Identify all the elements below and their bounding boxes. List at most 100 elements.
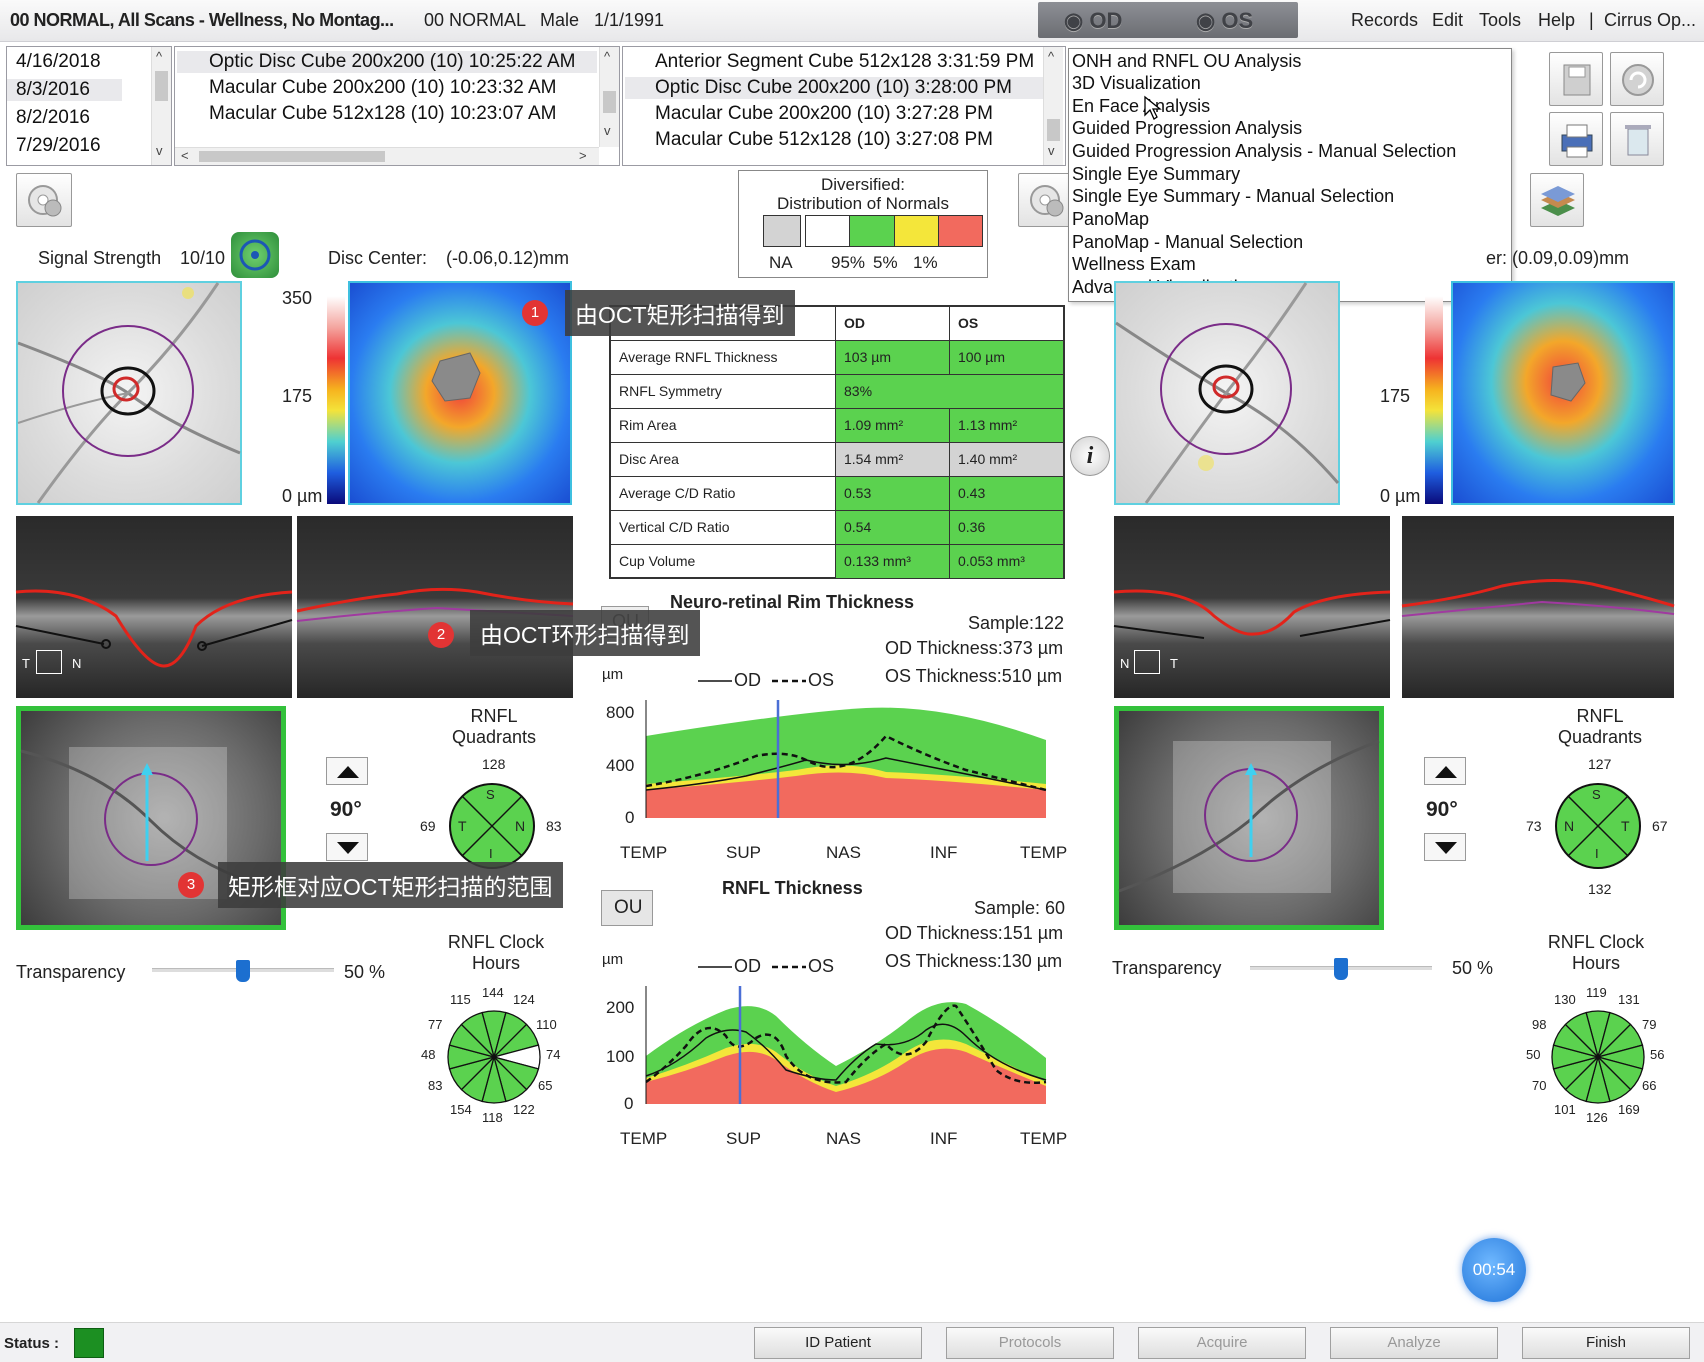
table-row: Cup Volume 0.133 mm³ 0.053 mm³ — [611, 545, 1063, 579]
os-clock-value: 119 — [1586, 985, 1607, 1000]
chevron-right-icon[interactable]: > — [579, 148, 587, 163]
os-cube-bscan: N T — [1113, 516, 1391, 698]
od-button[interactable]: ◉ OD — [1064, 8, 1123, 33]
rnfl-xtick: TEMP — [1020, 1129, 1068, 1148]
table-row: Rim Area 1.09 mm² 1.13 mm² — [611, 409, 1063, 443]
print-button[interactable] — [1549, 112, 1603, 166]
od-rotate-up-button[interactable] — [326, 757, 368, 785]
rnfl-legend-os-line — [772, 965, 806, 969]
od-scan-list[interactable]: Optic Disc Cube 200x200 (10) 10:25:22 AM… — [174, 46, 620, 166]
recording-timer[interactable]: 00:54 — [1462, 1238, 1526, 1302]
info-icon[interactable]: i — [1070, 436, 1110, 476]
scan-item[interactable]: Optic Disc Cube 200x200 (10) 3:28:00 PM — [625, 77, 1043, 99]
scrollbar[interactable]: ^ v — [151, 47, 171, 165]
table-cell-od: 83% — [836, 375, 1063, 408]
os-rotate-up-button[interactable] — [1424, 757, 1466, 785]
legend-swatches — [805, 215, 983, 247]
scan-item[interactable]: Anterior Segment Cube 512x128 3:31:59 PM — [655, 51, 1035, 72]
chevron-up-icon[interactable]: ^ — [604, 49, 611, 64]
refresh-button[interactable] — [1610, 52, 1664, 106]
date-item[interactable]: 8/3/2016 — [7, 79, 122, 101]
dropdown-item[interactable]: Single Eye Summary - Manual Selection — [1072, 186, 1395, 206]
scrollbar[interactable]: < > — [175, 147, 599, 165]
analyze-button[interactable]: Analyze — [1330, 1327, 1498, 1359]
id-patient-button[interactable]: ID Patient — [754, 1327, 922, 1359]
clock-sector — [1564, 1011, 1600, 1060]
os-button[interactable]: ◉ OS — [1196, 8, 1254, 33]
os-clock-value: 101 — [1554, 1102, 1576, 1117]
finish-button[interactable]: Finish — [1522, 1327, 1690, 1359]
dropdown-item[interactable]: Single Eye Summary — [1072, 164, 1241, 184]
dropdown-item[interactable]: Wellness Exam — [1072, 254, 1196, 274]
od-scale-mid: 175 — [282, 386, 313, 406]
od-rotate-down-button[interactable] — [326, 833, 368, 861]
menu-edit[interactable]: Edit — [1432, 10, 1464, 30]
os-transparency-thumb[interactable] — [1334, 958, 1348, 980]
dropdown-item[interactable]: PanoMap - Manual Selection — [1072, 232, 1304, 252]
signal-quality-button[interactable] — [231, 232, 279, 278]
dropdown-item[interactable]: PanoMap — [1072, 209, 1150, 229]
table-row: Vertical C/D Ratio 0.54 0.36 — [611, 511, 1063, 545]
od-quadrant-left: 69 — [420, 818, 436, 834]
chevron-down-icon[interactable]: v — [156, 143, 163, 158]
os-clock-chart — [1551, 1010, 1645, 1104]
os-quadrant-left: 73 — [1526, 818, 1542, 834]
dropdown-item[interactable]: En Face Analysis — [1072, 96, 1211, 116]
chevron-left-icon[interactable]: < — [181, 148, 189, 163]
date-item[interactable]: 4/16/2018 — [16, 51, 101, 72]
layers-button[interactable] — [1530, 173, 1584, 227]
dropdown-item[interactable]: ONH and RNFL OU Analysis — [1072, 51, 1302, 71]
annotation-label: 矩形框对应OCT矩形扫描的范围 — [218, 862, 563, 908]
analysis-dropdown[interactable]: ONH and RNFL OU Analysis 3D Visualizatio… — [1068, 48, 1512, 302]
acquire-button[interactable]: Acquire — [1138, 1327, 1306, 1359]
legend-swatch-na — [763, 215, 801, 247]
chevron-up-icon[interactable]: ^ — [1048, 49, 1055, 64]
chevron-up-icon[interactable]: ^ — [156, 49, 163, 64]
date-item[interactable]: 7/29/2016 — [16, 135, 101, 156]
scrollbar[interactable]: ^ v — [599, 47, 619, 147]
od-transparency-thumb[interactable] — [236, 960, 250, 982]
os-quadrant-n: N — [1564, 818, 1575, 834]
mouse-cursor-icon — [1144, 95, 1162, 120]
annotation-marker: 1 — [522, 300, 548, 326]
exam-date-list[interactable]: 4/16/2018 8/3/2016 8/2/2016 7/29/2016 ^ … — [6, 46, 172, 166]
clock-sector — [460, 1011, 496, 1060]
dropdown-item[interactable]: Guided Progression Analysis — [1072, 118, 1303, 138]
od-circle-bscan — [296, 516, 574, 698]
dropdown-item[interactable]: 3D Visualization — [1072, 73, 1201, 93]
chevron-down-icon[interactable]: v — [604, 123, 611, 138]
os-cube-bscan-overlay — [1113, 589, 1391, 639]
date-item[interactable]: 8/2/2016 — [16, 107, 90, 128]
od-clock-value: 115 — [450, 992, 471, 1007]
os-rotate-down-button[interactable] — [1424, 833, 1466, 861]
eye-icon: ◉ — [1196, 8, 1216, 33]
scan-item[interactable]: Macular Cube 512x128 (10) 10:23:07 AM — [209, 103, 557, 124]
os-disc-button[interactable] — [1018, 173, 1070, 227]
ou-button[interactable]: OU — [601, 890, 653, 926]
triangle-down-icon — [1435, 842, 1457, 854]
menu-cirrus[interactable]: Cirrus Op... — [1604, 10, 1697, 30]
menu-records[interactable]: Records — [1351, 10, 1419, 30]
scan-item[interactable]: Macular Cube 200x200 (10) 10:23:32 AM — [209, 77, 557, 98]
delete-button[interactable] — [1610, 112, 1664, 166]
menu-help[interactable]: Help — [1538, 10, 1576, 30]
menu-tools[interactable]: Tools — [1479, 10, 1522, 30]
table-cell-os: 1.13 mm² — [950, 409, 1063, 442]
od-disc-button[interactable] — [16, 173, 72, 227]
os-scan-list[interactable]: Anterior Segment Cube 512x128 3:31:59 PM… — [622, 46, 1066, 166]
scan-item[interactable]: Macular Cube 200x200 (10) 3:27:28 PM — [655, 103, 993, 124]
nrr-od-thickness: OD Thickness:373 µm — [885, 638, 1064, 658]
scan-item[interactable]: Macular Cube 512x128 (10) 3:27:08 PM — [655, 129, 993, 150]
save-button[interactable] — [1549, 52, 1603, 106]
dropdown-item[interactable]: Guided Progression Analysis - Manual Sel… — [1072, 141, 1457, 161]
table-cell-od: 1.54 mm² — [836, 443, 950, 476]
scrollbar[interactable]: ^ v — [1043, 47, 1063, 165]
table-cell-od: 103 µm — [836, 341, 950, 374]
od-quadrant-t: T — [458, 818, 467, 834]
protocols-button[interactable]: Protocols — [946, 1327, 1114, 1359]
chevron-down-icon[interactable]: v — [1048, 143, 1055, 158]
od-clock-value: 124 — [513, 992, 535, 1007]
od-clock-value: 65 — [538, 1078, 553, 1093]
orientation-icon — [1134, 650, 1160, 674]
scan-item[interactable]: Optic Disc Cube 200x200 (10) 10:25:22 AM — [177, 51, 597, 73]
